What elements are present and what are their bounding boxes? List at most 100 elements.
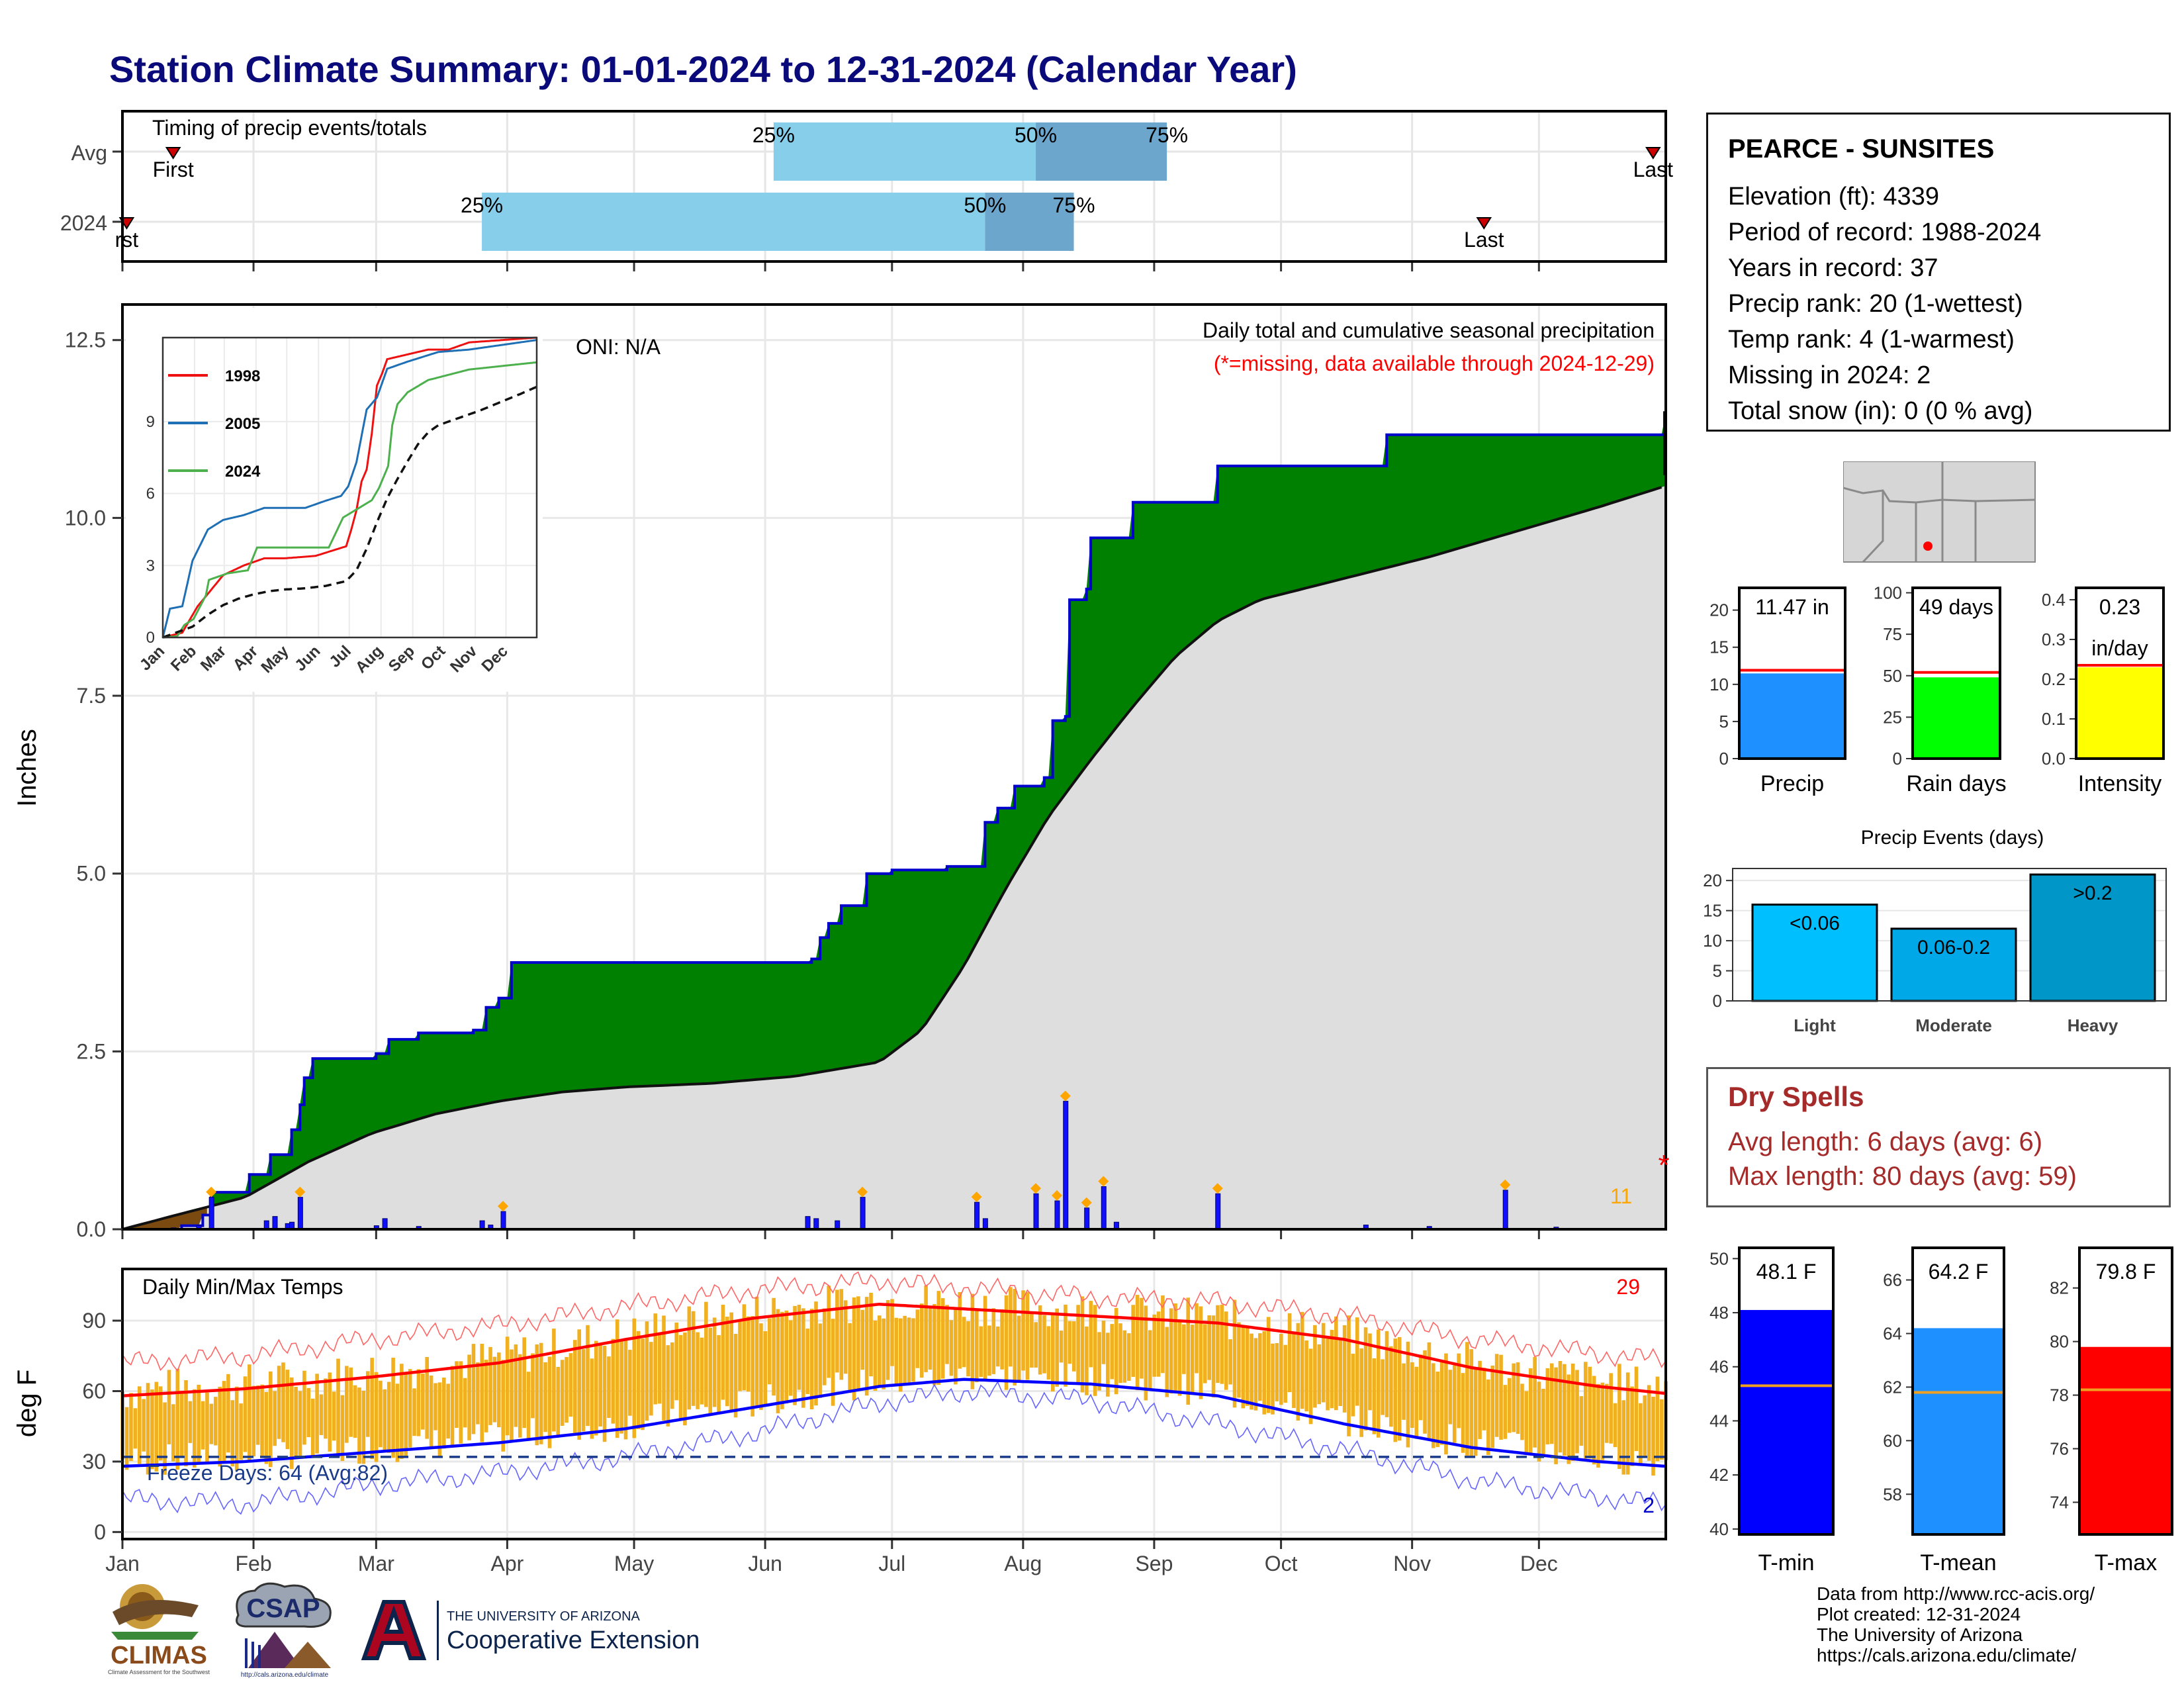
temp-daily-bar-216 [1030, 1313, 1034, 1368]
precip-ytick-label-5: 12.5 [65, 328, 106, 352]
events-ytick-label-4: 20 [1703, 870, 1722, 890]
precip-compare-frame-2 [2075, 586, 2165, 760]
temp-ytick-label-1: 30 [82, 1450, 106, 1474]
temp-daily-bar-64 [387, 1382, 391, 1453]
temp-daily-bar-151 [754, 1296, 759, 1407]
temp-daily-bar-248 [1165, 1327, 1169, 1397]
temp-daily-bar-157 [780, 1311, 784, 1409]
temp-daily-bar-172 [843, 1300, 848, 1374]
temp-daily-bar-155 [772, 1297, 776, 1396]
temp-daily-bar-94 [514, 1344, 518, 1427]
temp-daily-bar-339 [1549, 1363, 1554, 1444]
temp-daily-bar-215 [1025, 1292, 1030, 1380]
temp-daily-bar-146 [733, 1334, 738, 1418]
temp-daily-bar-245 [1152, 1314, 1156, 1377]
temp-daily-bar-163 [805, 1329, 810, 1395]
temp-compare-ytick-label-1-2: 62 [1883, 1377, 1902, 1397]
temp-daily-bar-32 [251, 1385, 256, 1457]
temp-daily-bar-337 [1541, 1388, 1545, 1458]
precip-compare-ytick-label-0-0: 0 [1719, 749, 1729, 769]
temp-daily-bar-99 [535, 1344, 539, 1446]
temp-daily-bar-271 [1262, 1331, 1267, 1415]
inset-ytick-label-2: 6 [146, 485, 155, 503]
temp-title: Daily Min/Max Temps [142, 1275, 343, 1299]
temp-daily-bar-39 [281, 1362, 285, 1442]
temp-daily-bar-108 [573, 1340, 577, 1433]
temp-daily-bar-200 [962, 1317, 966, 1368]
precip-compare-ytick-label-2-2: 0.2 [2042, 669, 2066, 689]
precip-daily-marker-17 [857, 1186, 868, 1197]
temp-daily-bar-295 [1363, 1327, 1368, 1430]
temp-daily-bar-11 [163, 1402, 167, 1475]
temp-daily-bar-60 [370, 1358, 374, 1460]
temp-daily-bar-211 [1009, 1287, 1013, 1367]
temp-ytick-label-0: 0 [94, 1520, 106, 1544]
temp-daily-bar-203 [974, 1309, 979, 1383]
temp-daily-bar-302 [1393, 1338, 1398, 1442]
timing-p75-label-0: 75% [1146, 123, 1188, 147]
main-charts: 25% 50% 75% First Last 25% 50% 75% rst Last Timin… [13, 110, 1673, 1575]
temp-daily-bar-71 [416, 1369, 421, 1436]
temp-daily-bar-88 [488, 1346, 492, 1425]
temp-daily-bar-267 [1245, 1328, 1250, 1406]
precip-compare-label-2: Intensity [2078, 771, 2162, 796]
temp-daily-bar-62 [379, 1380, 383, 1448]
timing-p50-label-1: 50% [964, 193, 1006, 217]
temp-daily-bar-59 [365, 1371, 370, 1437]
precip-compare-ytick-label-1-4: 100 [1874, 583, 1902, 603]
climas-logo-subtext: Climate Assessment for the Southwest [108, 1669, 210, 1675]
temp-daily-bar-66 [395, 1383, 400, 1462]
temp-daily-bar-21 [205, 1392, 209, 1464]
temp-daily-bar-362 [1647, 1385, 1651, 1461]
precip-daily-bar-7 [297, 1197, 303, 1230]
station-missing: Missing in 2024: 2 [1728, 361, 1931, 389]
temp-daily-bar-50 [328, 1372, 332, 1452]
temp-daily-bar-189 [915, 1309, 920, 1368]
temp-daily-bar-56 [353, 1385, 357, 1438]
temp-daily-bar-125 [645, 1321, 649, 1421]
temp-daily-bar-169 [831, 1319, 835, 1406]
temp-compare-ytick-label-2-0: 74 [2050, 1492, 2069, 1512]
temp-daily-bar-354 [1613, 1403, 1617, 1448]
precip-daily-marker-7 [295, 1186, 306, 1197]
temp-daily-bar-54 [345, 1366, 349, 1443]
precip-daily-bar-23 [1084, 1207, 1090, 1230]
temp-daily-bar-170 [835, 1289, 839, 1373]
temp-daily-bar-241 [1135, 1295, 1140, 1391]
temp-daily-bar-326 [1494, 1354, 1499, 1437]
temp-daily-bar-12 [167, 1370, 171, 1444]
precip-average-line [122, 486, 1662, 1231]
precip-ytick-label-1: 2.5 [77, 1039, 106, 1063]
temp-daily-bar-350 [1596, 1383, 1600, 1468]
temp-daily-bar-197 [949, 1320, 954, 1376]
precip-compare-ytick-label-1-2: 50 [1883, 666, 1902, 686]
temp-daily-bar-288 [1334, 1316, 1338, 1411]
temp-daily-bar-70 [412, 1388, 416, 1436]
temp-daily-bar-177 [864, 1297, 869, 1396]
temp-daily-bar-304 [1402, 1363, 1406, 1420]
temp-daily-bar-73 [425, 1357, 430, 1439]
station-name: PEARCE - SUNSITES [1728, 134, 1995, 164]
temp-daily-bar-81 [459, 1361, 463, 1444]
temp-daily-bar-218 [1038, 1305, 1042, 1375]
temp-daily-bar-91 [501, 1360, 506, 1452]
temp-daily-bar-264 [1232, 1299, 1237, 1408]
temp-daily-bar-293 [1355, 1317, 1359, 1406]
temp-daily-bar-338 [1545, 1368, 1550, 1444]
inset-line-2024 [162, 361, 537, 639]
precip-daily-bar-9 [382, 1218, 388, 1230]
temp-compare-label-2: T-max [2095, 1550, 2157, 1575]
precip-compare-bar-2 [2076, 667, 2163, 759]
inset-line-avg [162, 385, 537, 639]
xaxis-month-label-jun: Jun [748, 1552, 782, 1575]
precip-ytick-label-2: 5.0 [77, 862, 106, 886]
temp-daily-bar-235 [1110, 1324, 1115, 1380]
xaxis-month-label-feb: Feb [235, 1552, 271, 1575]
temp-daily-bar-333 [1524, 1391, 1529, 1454]
temp-daily-bar-168 [827, 1286, 831, 1378]
events-xlabel-light: Light [1794, 1015, 1836, 1035]
timing-bar-50-75-1 [985, 193, 1074, 251]
precip-daily-bar-19 [982, 1218, 988, 1230]
temp-compare-label-1: T-mean [1920, 1550, 1996, 1575]
temp-daily-bar-27 [230, 1400, 235, 1467]
